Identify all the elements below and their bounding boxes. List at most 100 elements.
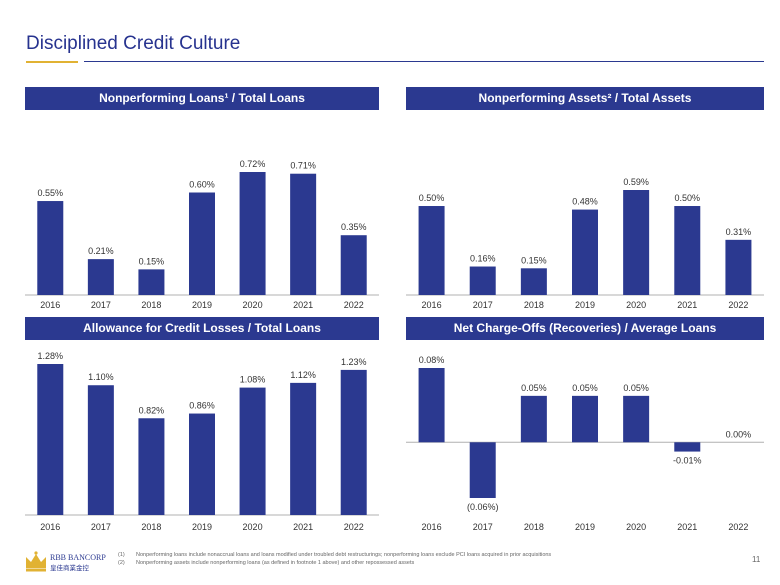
- tick-label-2021: 2021: [677, 522, 697, 532]
- bar-2021: [290, 382, 317, 515]
- bar-2016: [418, 206, 445, 295]
- data-label-2018: 0.82%: [139, 405, 165, 415]
- bar-2016: [37, 201, 64, 295]
- chart-acl: 1.28% 2016 1.10% 2017 0.82% 2018 0.86% 2019 1.08…: [25, 351, 379, 532]
- bar-2022: [340, 369, 367, 515]
- title-accent-rule: [26, 61, 78, 63]
- data-label-2017: (0.06%): [467, 502, 499, 512]
- bar-2016: [418, 368, 445, 443]
- bar-2022: [725, 239, 752, 295]
- tick-label-2022: 2022: [344, 522, 364, 532]
- bar-2017: [469, 266, 496, 295]
- tick-label-2020: 2020: [626, 522, 646, 532]
- data-label-2016: 0.55%: [38, 188, 64, 198]
- bar-2020: [239, 172, 266, 295]
- data-label-2017: 0.16%: [470, 254, 496, 264]
- chart-title-npa: Nonperforming Assets² / Total Assets: [406, 87, 764, 110]
- bar-2017: [87, 385, 114, 515]
- tick-label-2018: 2018: [524, 522, 544, 532]
- data-label-2021: 0.50%: [675, 193, 701, 203]
- chart-nco: 0.08% 2016 (0.06%) 2017 0.05% 2018 0.05% 2019 0.…: [406, 355, 764, 532]
- tick-label-2018: 2018: [141, 300, 161, 310]
- tick-label-2021: 2021: [677, 300, 697, 310]
- data-label-2018: 0.15%: [139, 256, 165, 266]
- tick-label-2017: 2017: [91, 522, 111, 532]
- footnote-text: Nonperforming assets include nonperformi…: [136, 560, 415, 566]
- tick-label-2018: 2018: [141, 522, 161, 532]
- chart-npa: 0.50% 2016 0.16% 2017 0.15% 2018 0.48% 2019 0.59…: [406, 177, 764, 310]
- data-label-2020: 1.08%: [240, 375, 266, 385]
- data-label-2016: 1.28%: [38, 351, 64, 361]
- footnote-1: (1) Nonperforming loans include nonaccrua…: [118, 551, 718, 559]
- tick-label-2021: 2021: [293, 300, 313, 310]
- bar-2021: [674, 442, 701, 452]
- bar-2020: [623, 395, 650, 443]
- data-label-2019: 0.60%: [189, 180, 215, 190]
- bar-2022: [340, 235, 367, 295]
- bar-2021: [674, 206, 701, 295]
- tick-label-2019: 2019: [192, 300, 212, 310]
- tick-label-2022: 2022: [344, 300, 364, 310]
- data-label-2021: 0.71%: [290, 161, 316, 171]
- tick-label-2016: 2016: [422, 522, 442, 532]
- bar-2020: [239, 387, 266, 515]
- data-label-2019: 0.48%: [572, 197, 598, 207]
- svg-text:RBB BANCORP: RBB BANCORP: [50, 553, 106, 562]
- bar-2021: [290, 173, 317, 295]
- chart-title-npl: Nonperforming Loans¹ / Total Loans: [25, 87, 379, 110]
- footnote-2: (2) Nonperforming assets include nonperfo…: [118, 559, 718, 567]
- rbb-bancorp-logo: RBB BANCORP 皇佳商業金控: [26, 551, 106, 572]
- tick-label-2016: 2016: [422, 300, 442, 310]
- footnotes: (1) Nonperforming loans include nonaccrua…: [118, 551, 718, 567]
- data-label-2021: -0.01%: [673, 456, 702, 466]
- data-label-2016: 0.50%: [419, 193, 445, 203]
- tick-label-2019: 2019: [575, 300, 595, 310]
- tick-label-2021: 2021: [293, 522, 313, 532]
- tick-label-2017: 2017: [473, 522, 493, 532]
- bar-2018: [520, 395, 547, 443]
- data-label-2017: 0.21%: [88, 246, 114, 256]
- data-label-2019: 0.05%: [572, 383, 598, 393]
- data-label-2020: 0.72%: [240, 159, 266, 169]
- bar-2017: [469, 442, 496, 498]
- tick-label-2020: 2020: [626, 300, 646, 310]
- bar-2019: [189, 192, 215, 295]
- bar-2017: [87, 259, 114, 295]
- data-label-2019: 0.86%: [189, 401, 215, 411]
- chart-npl: 0.55% 2016 0.21% 2017 0.15% 2018 0.60% 2019 0.72…: [25, 159, 379, 310]
- tick-label-2020: 2020: [243, 522, 263, 532]
- bar-2020: [623, 190, 650, 295]
- page-title: Disciplined Credit Culture: [26, 33, 241, 54]
- tick-label-2016: 2016: [40, 522, 60, 532]
- chart-title-nco: Net Charge-Offs (Recoveries) / Average L…: [406, 317, 764, 340]
- data-label-2020: 0.59%: [623, 177, 649, 187]
- page-number: 11: [752, 555, 761, 564]
- tick-label-2019: 2019: [192, 522, 212, 532]
- data-label-2016: 0.08%: [419, 355, 445, 365]
- data-label-2018: 0.15%: [521, 255, 547, 265]
- tick-label-2017: 2017: [91, 300, 111, 310]
- tick-label-2019: 2019: [575, 522, 595, 532]
- bar-2018: [138, 418, 165, 515]
- tick-label-2017: 2017: [473, 300, 493, 310]
- footnote-text: Nonperforming loans include nonaccrual l…: [136, 552, 552, 558]
- bar-2019: [572, 395, 598, 443]
- footnote-number: (1): [118, 552, 125, 558]
- data-label-2021: 1.12%: [290, 370, 316, 380]
- bar-2018: [138, 269, 165, 295]
- bar-2016: [37, 364, 64, 515]
- tick-label-2020: 2020: [243, 300, 263, 310]
- tick-label-2018: 2018: [524, 300, 544, 310]
- data-label-2022: 0.31%: [726, 227, 752, 237]
- tick-label-2016: 2016: [40, 300, 60, 310]
- data-label-2022: 1.23%: [341, 357, 367, 367]
- bar-2019: [189, 413, 215, 515]
- title-rule: [84, 61, 764, 62]
- data-label-2020: 0.05%: [623, 383, 649, 393]
- footnote-number: (2): [118, 560, 125, 566]
- bar-2018: [520, 268, 547, 295]
- bar-2019: [572, 209, 598, 295]
- chart-title-acl: Allowance for Credit Losses / Total Loan…: [25, 317, 379, 340]
- tick-label-2022: 2022: [728, 300, 748, 310]
- data-label-2017: 1.10%: [88, 372, 114, 382]
